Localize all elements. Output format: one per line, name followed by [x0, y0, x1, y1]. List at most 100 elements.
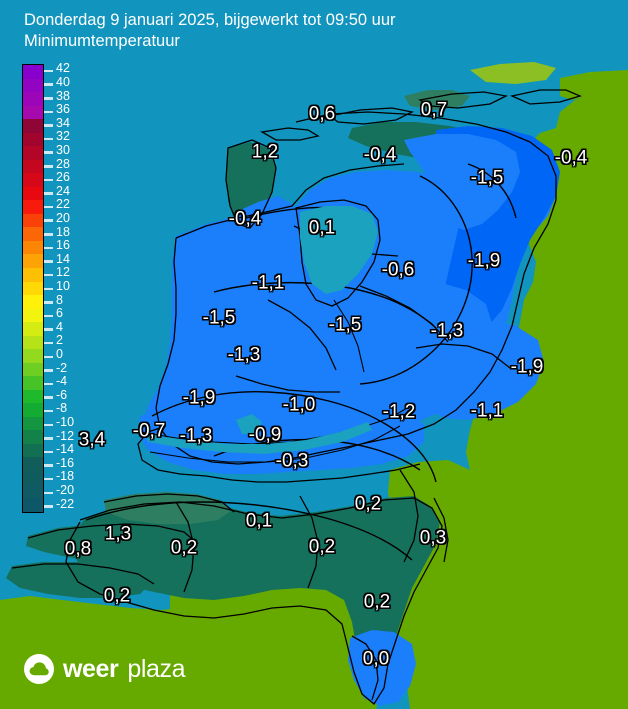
colorbar-tick-mark	[44, 110, 53, 114]
colorbar-tick-label: 8	[56, 292, 63, 307]
colorbar-tick: 26	[44, 171, 102, 184]
logo-word-weer: weer	[63, 654, 119, 683]
colorbar-swatch	[23, 484, 43, 498]
inland-water	[146, 206, 378, 454]
colorbar-tick-label: -20	[56, 483, 75, 498]
colorbar-tick-label: 26	[56, 170, 70, 185]
colorbar-tick-mark	[44, 178, 53, 182]
colorbar-tick-label: 0	[56, 347, 63, 362]
colorbar-swatch	[23, 254, 43, 268]
colorbar-swatch	[23, 322, 43, 336]
colorbar-swatch	[23, 159, 43, 174]
colorbar-tick: -10	[44, 416, 102, 429]
band-minus2-to-0	[138, 126, 560, 706]
colorbar-tick-label: -4	[56, 374, 68, 389]
colorbar-swatch	[23, 186, 43, 201]
colorbar-tick-mark	[44, 273, 53, 277]
temperature-label-kennemerland: -1,5	[202, 307, 236, 329]
header-date-line: Donderdag 9 januari 2025, bijgewerkt tot…	[24, 11, 396, 29]
colorbar-tick-mark	[44, 69, 53, 73]
temperature-label-hoek-van-holland: -0,7	[132, 420, 166, 442]
colorbar-tick-label: 4	[56, 319, 63, 334]
colorbar-tick: -18	[44, 470, 102, 483]
temperature-label-friesland-oost: -1,5	[470, 167, 504, 189]
colorbar-tick-mark	[44, 477, 53, 481]
colorbar-tick-mark	[44, 450, 53, 454]
temperature-label-brabant-west: 0,1	[245, 510, 273, 532]
colorbar-tick-mark	[44, 83, 53, 86]
temperature-label-brabant-noord: 0,2	[354, 493, 382, 515]
colorbar-tick-mark	[44, 137, 53, 141]
temperature-label-noord-holland: -1,1	[251, 272, 285, 294]
colorbar-tick-label: 38	[56, 88, 70, 103]
colorbar-tick: -16	[44, 456, 102, 469]
colorbar-tick-label: -2	[56, 360, 68, 375]
borders-and-coastline	[11, 89, 582, 705]
colorbar-tick-label: -14	[56, 442, 75, 457]
colorbar-tick-mark	[44, 437, 53, 440]
colorbar-tick-mark	[44, 423, 53, 427]
colorbar-tick-label: -8	[56, 401, 68, 416]
colorbar-tick-label: -12	[56, 428, 75, 443]
logo-word-plaza: plaza	[127, 654, 186, 683]
colorbar-tick-label: -22	[56, 496, 75, 511]
colorbar-tick-label: 20	[56, 210, 70, 225]
temperature-label-noord-friesland: -0,4	[363, 144, 397, 166]
colorbar-tick: 2	[44, 334, 102, 347]
colorbar-tick-label: -10	[56, 415, 75, 430]
colorbar-tick-mark	[44, 151, 53, 154]
colorbar-tick: 16	[44, 239, 102, 252]
colorbar-swatch	[23, 281, 43, 296]
colorbar-tick-mark	[44, 355, 53, 359]
colorbar-tick-mark	[44, 505, 53, 508]
colorbar-tick: 36	[44, 103, 102, 116]
colorbar-swatch	[23, 267, 43, 282]
colorbar-tick-mark	[44, 301, 53, 304]
colorbar-tick: 12	[44, 266, 102, 279]
colorbar-tick-mark	[44, 314, 53, 318]
colorbar-swatch	[23, 416, 43, 431]
colorbar-tick: 6	[44, 307, 102, 320]
colorbar-swatch	[23, 132, 43, 147]
map-header: Donderdag 9 januari 2025, bijgewerkt tot…	[24, 10, 396, 52]
colorbar-swatch	[23, 403, 43, 417]
temperature-label-zeeland-zuid: 0,2	[170, 537, 198, 559]
colorbar-tick-mark	[44, 382, 53, 386]
colorbar-tick-mark	[44, 192, 53, 195]
colorbar-tick: -6	[44, 388, 102, 401]
temperature-label-texel: 1,2	[251, 141, 279, 163]
weerplaza-logo[interactable]: weer plaza	[24, 654, 186, 684]
colorbar-tick-label: -6	[56, 387, 68, 402]
colorbar-swatch	[23, 105, 43, 120]
colorbar-tick-label: 6	[56, 306, 63, 321]
colorbar-tick: 18	[44, 225, 102, 238]
colorbar-swatch	[23, 443, 43, 458]
temperature-label-noord-limburg: 0,3	[419, 527, 447, 549]
colorbar-swatch	[23, 349, 43, 363]
temperature-label-zuid-limburg: 0,0	[362, 648, 390, 670]
temperature-label-rivierengebied: -0,3	[275, 450, 309, 472]
temperature-label-overijssel-noord: -0,6	[381, 259, 415, 281]
colorbar-swatch	[23, 498, 43, 512]
colorbar-tick-label: 22	[56, 197, 70, 212]
colorbar-swatch	[23, 92, 43, 106]
colorbar-tick: 30	[44, 143, 102, 156]
colorbar-tick-mark	[44, 396, 53, 399]
temperature-label-flevoland: -1,5	[328, 314, 362, 336]
temperature-label-vlissingen: 0,8	[64, 538, 92, 560]
colorbar-tick: 38	[44, 89, 102, 102]
temperature-label-ijsselmeer: 0,1	[308, 217, 336, 239]
colorbar-swatch	[23, 457, 43, 471]
colorbar-swatch	[23, 227, 43, 241]
colorbar-swatch	[23, 119, 43, 133]
colorbar-tick-mark	[44, 124, 53, 127]
temperature-label-liemers: -1,1	[470, 400, 504, 422]
colorbar-tick-mark	[44, 491, 53, 495]
colorbar-tick-label: 30	[56, 142, 70, 157]
colorbar-swatch	[23, 470, 43, 485]
colorbar-swatch	[23, 335, 43, 350]
temperature-label-betuwe: -1,2	[382, 401, 416, 423]
colorbar-tick: -14	[44, 443, 102, 456]
